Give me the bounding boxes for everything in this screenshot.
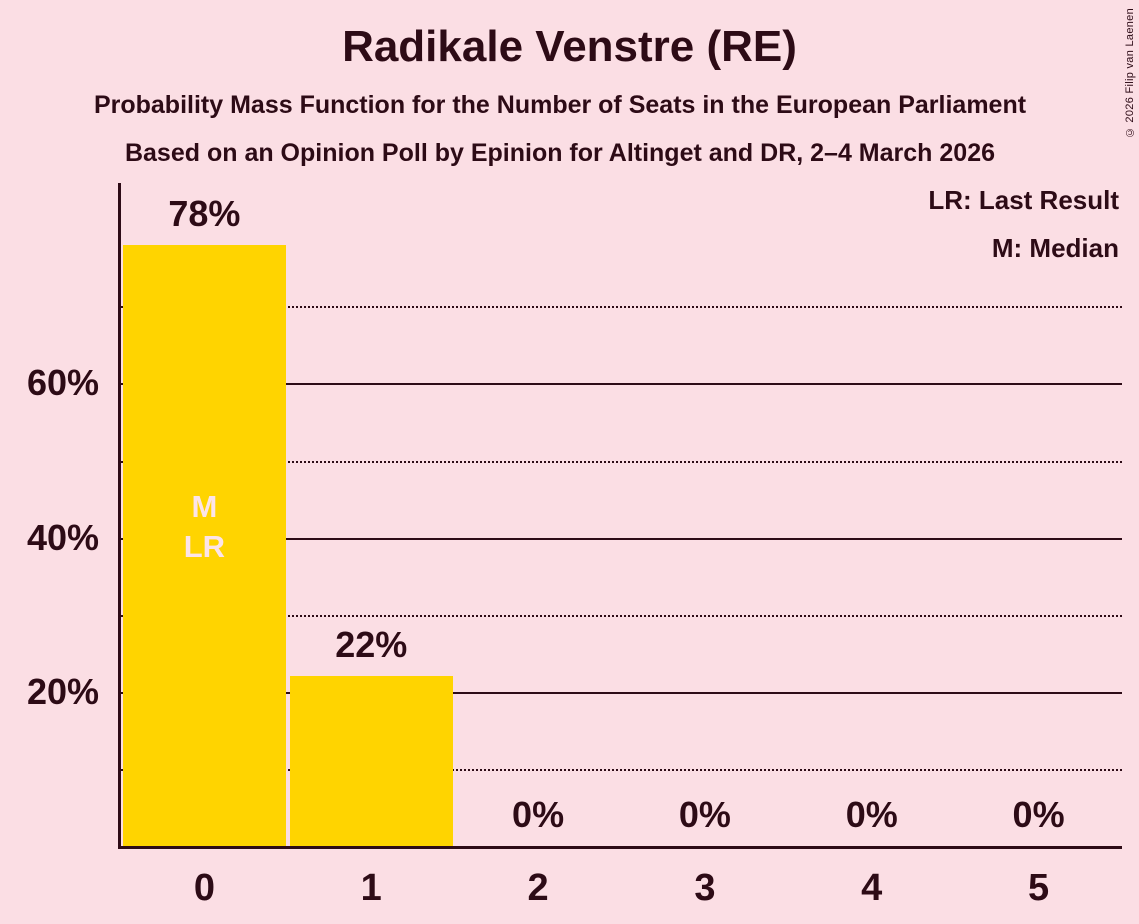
x-axis-label-5: 5 (1027, 867, 1050, 909)
gridline-solid-20pct (121, 691, 1122, 694)
bar-value-label-3: 0% (678, 794, 731, 835)
x-axis-label-0: 0 (193, 867, 215, 909)
y-axis-label-60pct: 60% (26, 362, 99, 404)
bar-value-label-5: 0% (1012, 794, 1065, 835)
y-axis-labels: 20% 40% 60% (0, 183, 99, 846)
legend-last-result: LR: Last Result (928, 185, 1119, 215)
gridline-dotted-30pct (121, 614, 1122, 617)
bar-value-label-4: 0% (845, 794, 898, 835)
gridline-solid-40pct (121, 537, 1122, 540)
legend-median: M: Median (991, 233, 1119, 263)
legend: LR: Last Result M: Median (928, 176, 1119, 272)
chart-title: Radikale Venstre (RE) (342, 22, 797, 71)
gridline-dotted-50pct (121, 460, 1122, 463)
y-axis-label-40pct: 40% (26, 516, 99, 558)
x-axis-labels: 0 1 2 3 4 5 (121, 862, 1122, 914)
bar-value-label-0: 78% (168, 192, 241, 234)
chart-subtitle: Probability Mass Function for the Number… (93, 91, 1027, 119)
y-axis-label-20pct: 20% (26, 670, 99, 712)
copyright-notice: © 2026 Filip van Laenen (1124, 8, 1136, 139)
gridline-solid-60pct (121, 383, 1122, 386)
bar-seats-1 (289, 676, 453, 846)
x-axis-label-4: 4 (861, 867, 883, 909)
x-axis-label-1: 1 (360, 867, 382, 909)
annotation-line-m: M (191, 489, 218, 525)
x-axis-label-3: 3 (694, 867, 716, 909)
gridline-dotted-10pct (121, 768, 1122, 771)
bar-annotation-median-last-result: M LR (121, 487, 288, 567)
chart-poll-source-subtitle: Based on an Opinion Poll by Epinion for … (124, 139, 996, 167)
bar-seats-0 (123, 244, 286, 846)
annotation-line-lr: LR (183, 529, 226, 565)
gridline-dotted-70pct (121, 306, 1122, 309)
bar-value-label-1: 22% (335, 624, 408, 666)
plot-area: 78% 22% 0% 0% 0% 0% M LR (118, 183, 1122, 849)
x-axis-label-2: 2 (527, 867, 549, 909)
bar-value-label-2: 0% (512, 794, 565, 835)
